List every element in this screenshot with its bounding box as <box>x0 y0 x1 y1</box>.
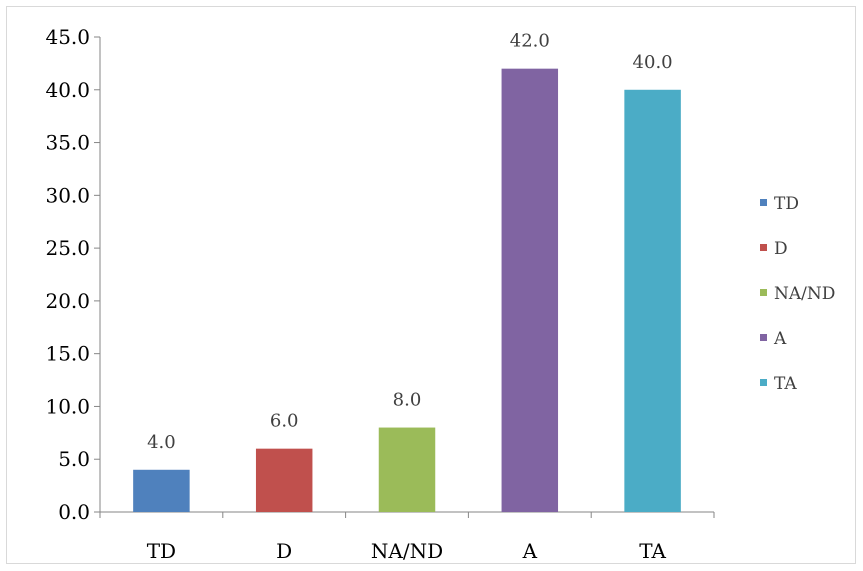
bar <box>133 469 190 512</box>
legend-swatch <box>760 334 767 341</box>
x-category-label: NA/ND <box>371 539 443 563</box>
y-tick-label: 20.0 <box>45 289 90 313</box>
bars <box>133 68 681 513</box>
y-tick-label: 40.0 <box>45 78 90 102</box>
bar-value-label: 42.0 <box>510 31 550 52</box>
x-category-label: TD <box>147 539 176 563</box>
bar-value-label: 40.0 <box>633 52 673 73</box>
x-category-label: TA <box>639 539 666 563</box>
bar-value-label: 8.0 <box>393 390 422 411</box>
bar-value-label: 6.0 <box>270 411 299 432</box>
data-labels: 4.0 6.0 8.0 42.0 40.0 <box>147 31 673 453</box>
y-tick-label: 25.0 <box>45 236 90 260</box>
legend-swatch <box>760 379 767 386</box>
bar <box>255 448 313 512</box>
bar <box>378 427 436 512</box>
legend-entry-label: TD <box>774 194 799 214</box>
y-axis: 0.0 5.0 10.0 15.0 20.0 25.0 30.0 35.0 40.0 45.0 <box>45 25 101 524</box>
legend-swatch <box>760 289 767 296</box>
y-tick-label: 30.0 <box>45 183 90 207</box>
y-tick-label: 5.0 <box>58 447 90 471</box>
legend-entry-label: D <box>774 239 788 259</box>
bar-value-label: 4.0 <box>147 432 176 453</box>
y-tick-label: 0.0 <box>58 500 90 524</box>
y-tick-label: 15.0 <box>45 342 90 366</box>
legend-entry-label: A <box>773 329 787 349</box>
legend: TD D NA/ND A TA <box>760 194 835 394</box>
y-tick-label: 35.0 <box>45 131 90 155</box>
legend-swatch <box>760 244 767 251</box>
x-category-label: A <box>522 539 538 563</box>
y-tick-label: 45.0 <box>45 25 90 49</box>
bar <box>501 68 559 513</box>
y-tick-label: 10.0 <box>45 394 90 418</box>
legend-entry-label: NA/ND <box>774 284 835 304</box>
x-category-label: D <box>276 539 292 563</box>
bar <box>624 89 681 513</box>
x-axis: TD D NA/ND A TA <box>99 511 715 563</box>
legend-swatch <box>760 199 767 206</box>
legend-entry-label: TA <box>774 374 797 394</box>
